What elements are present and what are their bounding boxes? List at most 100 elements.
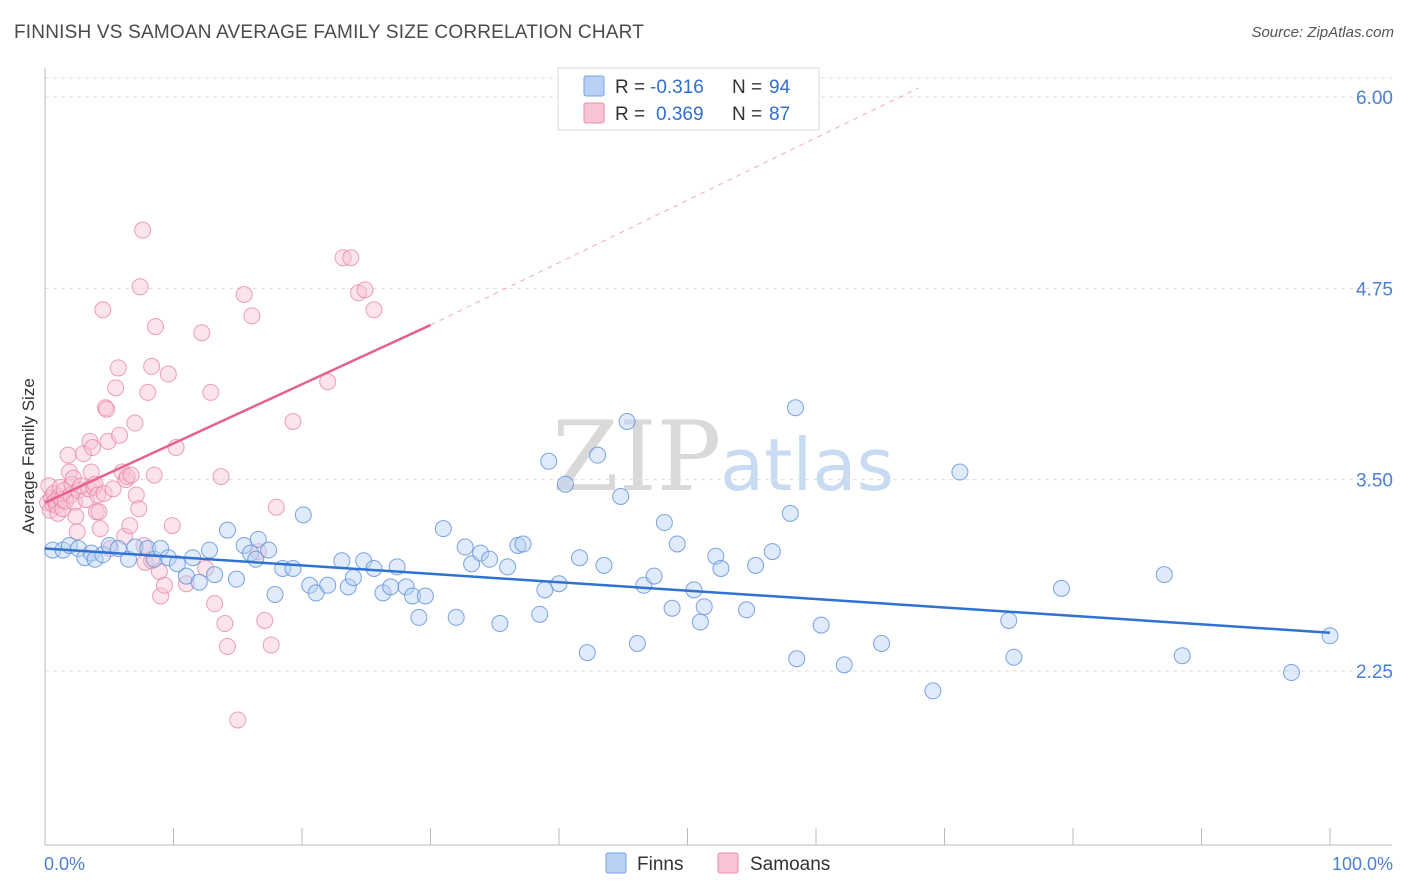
samoans-point <box>193 324 211 342</box>
samoans-point <box>127 486 145 504</box>
finns-point <box>1000 611 1018 629</box>
samoans-point <box>218 638 236 656</box>
finns-point <box>168 555 186 573</box>
finns-point <box>695 598 713 616</box>
chart-title: FINNISH VS SAMOAN AVERAGE FAMILY SIZE CO… <box>14 22 645 43</box>
finns-point <box>319 576 337 594</box>
finns-point <box>447 608 465 626</box>
samoans-point <box>130 500 148 518</box>
finns-point <box>365 559 383 577</box>
samoans-point <box>229 711 247 729</box>
finns-point <box>434 520 452 538</box>
finns-point <box>1321 627 1339 645</box>
finns-point <box>835 656 853 674</box>
samoans-point <box>126 414 144 432</box>
samoans-point <box>121 517 139 535</box>
samoans-point <box>197 559 215 577</box>
finns-point <box>628 634 646 652</box>
finns-point <box>668 535 686 553</box>
finns-point <box>595 556 613 574</box>
finns-point <box>472 544 490 562</box>
finns-point <box>218 521 236 539</box>
finns-point <box>540 452 558 470</box>
finns-point <box>1005 648 1023 666</box>
finns-point <box>589 446 607 464</box>
samoans-legend-swatch <box>583 102 605 124</box>
samoans-point <box>90 503 108 521</box>
samoans-n-label: N = <box>732 104 762 125</box>
samoans-point <box>98 400 116 418</box>
finns-trend-line <box>44 547 1331 634</box>
samoans-point <box>134 221 152 239</box>
finns-point <box>738 601 756 619</box>
finns-point <box>1155 566 1173 584</box>
finns-point <box>655 514 673 532</box>
samoans-point <box>152 587 170 605</box>
samoans-point <box>206 595 224 613</box>
finns-point <box>556 475 574 493</box>
finns-point <box>951 463 969 481</box>
finns-point <box>1173 647 1191 665</box>
finns-point <box>514 535 532 553</box>
samoans-point <box>235 285 253 303</box>
finns-point <box>200 541 218 559</box>
samoans-points <box>39 221 383 729</box>
samoans-point <box>145 466 163 484</box>
samoans-trend-line <box>44 323 432 504</box>
samoans-r-label: R = <box>615 104 645 125</box>
finns-point <box>397 578 415 596</box>
finns-point <box>571 549 589 567</box>
finns-point <box>190 573 208 591</box>
samoans-r-value: 0.369 <box>656 104 704 125</box>
finns-point <box>410 608 428 626</box>
finns-point <box>1282 664 1300 682</box>
finns-point <box>873 634 891 652</box>
samoans-point <box>267 498 285 516</box>
samoans-point <box>49 504 67 522</box>
trend-lines <box>44 87 1331 634</box>
samoans-point <box>84 439 102 457</box>
finns-point <box>382 578 400 596</box>
finns-point <box>260 541 278 559</box>
y-tick-label: 4.75 <box>1356 279 1393 300</box>
finns-point <box>284 559 302 577</box>
finns-point <box>404 587 422 605</box>
finns-point <box>812 616 830 634</box>
finns-point <box>491 615 509 633</box>
samoans-point <box>147 318 165 336</box>
samoans-point <box>342 249 360 267</box>
y-tick-label: 3.50 <box>1356 471 1393 492</box>
finns-point <box>499 558 517 576</box>
finns-point <box>416 587 434 605</box>
watermark-zip: ZIP <box>552 401 721 513</box>
finns-legend-label: Finns <box>637 854 683 875</box>
y-tick-label: 6.00 <box>1356 88 1393 109</box>
finns-point <box>763 543 781 561</box>
series-legend: Finns Samoans <box>605 852 830 875</box>
samoans-point <box>139 383 157 401</box>
finns-point <box>531 605 549 623</box>
samoans-point <box>356 281 374 299</box>
gridlines <box>45 77 1392 672</box>
finns-point <box>536 581 554 599</box>
tick-labels: 6.00 4.75 3.50 2.25 0.0% 100.0% <box>44 88 1393 874</box>
finns-point <box>645 567 663 585</box>
finns-point <box>578 644 596 662</box>
samoans-point <box>202 383 220 401</box>
finns-point <box>1052 579 1070 597</box>
samoans-point <box>159 365 177 383</box>
samoans-legend-label: Samoans <box>750 854 830 875</box>
samoans-point <box>94 301 112 319</box>
finns-point <box>786 399 804 417</box>
samoans-point <box>143 357 161 375</box>
samoans-point <box>216 615 234 633</box>
finns-point <box>266 585 284 603</box>
samoans-point <box>59 446 77 464</box>
finns-bottom-swatch <box>605 852 627 874</box>
samoans-point <box>89 486 107 504</box>
finns-legend-swatch <box>583 75 605 97</box>
finns-point <box>456 538 474 556</box>
samoans-point <box>284 413 302 431</box>
finns-point <box>712 559 730 577</box>
watermark-atlas: atlas <box>720 423 894 507</box>
